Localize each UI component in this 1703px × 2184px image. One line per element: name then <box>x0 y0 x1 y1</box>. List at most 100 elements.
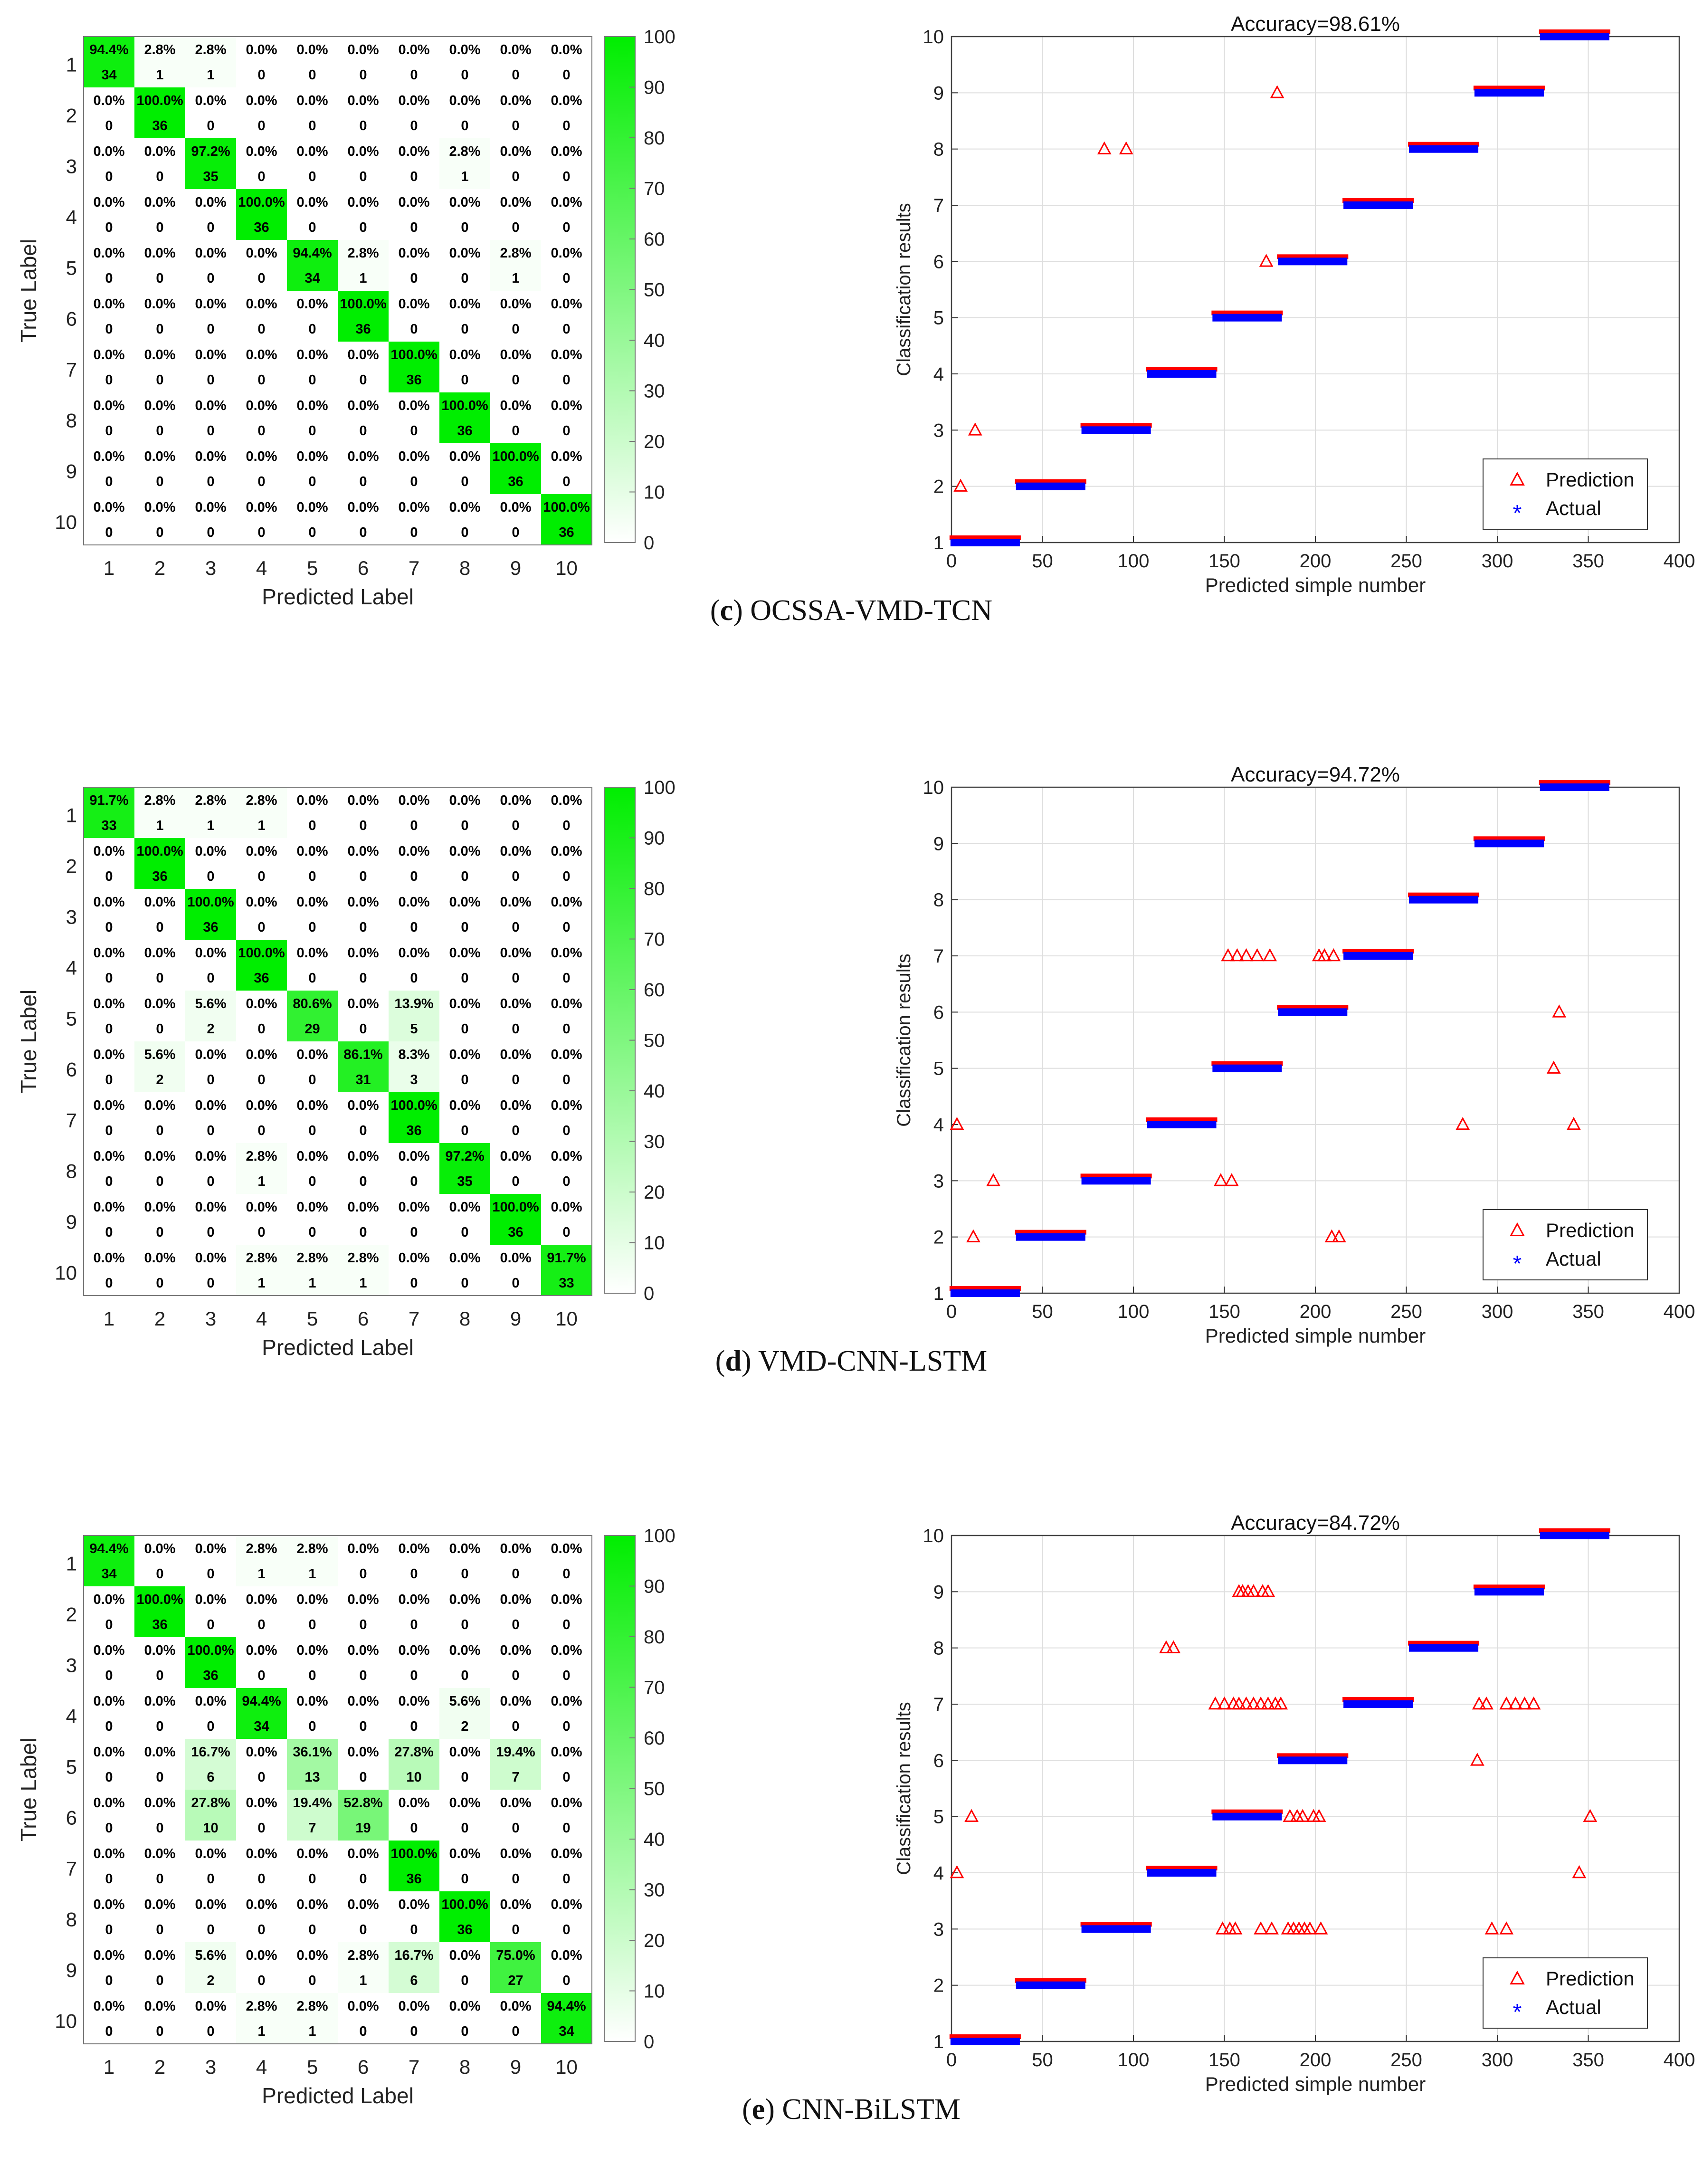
x-tick-label: 350 <box>1572 1301 1604 1322</box>
y-tick-label: 1 <box>933 1283 944 1304</box>
actual-band <box>1081 1177 1151 1185</box>
cm-cell-percent: 0.0% <box>296 93 328 108</box>
cm-cell <box>287 443 338 494</box>
chart-title: Accuracy=84.72% <box>1231 1511 1400 1535</box>
cm-cell-percent: 100.0% <box>187 1643 234 1658</box>
cm-cell <box>439 838 490 889</box>
colorbar-tick: 10 <box>644 482 665 503</box>
cm-cell-percent: 2.8% <box>144 793 175 808</box>
cm-cell-percent: 0.0% <box>449 246 480 261</box>
cm-cell <box>287 37 338 87</box>
cm-cell-percent: 0.0% <box>296 945 328 961</box>
y-axis-label: Classification results <box>894 954 914 1127</box>
prediction-marker <box>1159 1640 1173 1653</box>
cm-cell-percent: 0.0% <box>246 500 277 515</box>
colorbar-tick: 100 <box>644 27 675 48</box>
actual-band <box>1278 1008 1348 1016</box>
cm-cell-percent: 0.0% <box>246 1592 277 1607</box>
cm-cell-percent: 19.4% <box>293 1795 332 1811</box>
cm-cell-count: 0 <box>207 1276 214 1291</box>
confusion-matrix: 94.4%340.0%00.0%02.8%12.8%10.0%00.0%00.0… <box>16 1535 592 2108</box>
cm-cell-percent: 0.0% <box>449 296 480 312</box>
cm-cell <box>541 138 592 189</box>
cm-cell-percent: 0.0% <box>551 1047 582 1062</box>
legend-prediction-label: Prediction <box>1546 1967 1635 1990</box>
cm-cell-percent: 0.0% <box>449 195 480 210</box>
cm-cell-percent: 0.0% <box>398 1897 429 1912</box>
cm-cell-count: 0 <box>207 1174 214 1189</box>
prediction-marker <box>1119 141 1133 154</box>
actual-band <box>1474 1588 1544 1596</box>
cm-cell-percent: 0.0% <box>449 1592 480 1607</box>
cm-cell-percent: 0.0% <box>93 1846 124 1861</box>
cm-cell <box>338 494 389 545</box>
cm-cell-percent: 0.0% <box>398 1592 429 1607</box>
cm-cell-count: 0 <box>410 67 418 83</box>
prediction-band <box>949 535 1021 540</box>
cm-cell-percent: 0.0% <box>296 1846 328 1861</box>
cm-cell <box>338 991 389 1041</box>
cm-cell-percent: 0.0% <box>500 500 531 515</box>
cm-cell-count: 0 <box>105 1225 113 1240</box>
cm-cell <box>389 443 439 494</box>
cm-cell-count: 0 <box>410 1225 418 1240</box>
y-axis-label: Classification results <box>894 1702 914 1875</box>
cm-cell-percent: 0.0% <box>296 1643 328 1658</box>
prediction-marker <box>1263 948 1277 962</box>
cm-cell <box>236 1891 287 1942</box>
x-tick-label: 50 <box>1032 551 1053 572</box>
cm-cell-percent: 0.0% <box>246 246 277 261</box>
cm-cell <box>236 1790 287 1841</box>
cm-cell <box>236 1841 287 1891</box>
prediction-band <box>1539 1528 1610 1533</box>
cm-cell-count: 0 <box>562 920 570 935</box>
cm-cell-percent: 0.0% <box>500 1999 531 2014</box>
cm-cell <box>541 838 592 889</box>
cm-y-tick: 9 <box>66 1959 77 1982</box>
cm-cell-percent: 0.0% <box>195 1250 226 1266</box>
actual-band <box>1343 201 1413 209</box>
cm-cell-count: 1 <box>359 1276 367 1291</box>
cm-cell-percent: 0.0% <box>449 945 480 961</box>
cm-cell-count: 0 <box>410 118 418 134</box>
cm-cell <box>134 189 185 240</box>
prediction-marker <box>1470 1753 1484 1766</box>
cm-cell-percent: 2.8% <box>246 1149 277 1164</box>
cm-cell-percent: 0.0% <box>500 793 531 808</box>
cm-cell <box>185 1841 236 1891</box>
x-tick-label: 150 <box>1208 1301 1240 1322</box>
cm-cell <box>439 991 490 1041</box>
cm-cell-percent: 0.0% <box>246 1948 277 1963</box>
y-tick-label: 5 <box>933 308 944 329</box>
cm-cell-count: 1 <box>156 818 163 833</box>
cm-cell-count: 0 <box>308 1973 316 1988</box>
cm-cell <box>134 494 185 545</box>
cm-cell-count: 0 <box>156 1566 163 1582</box>
cm-x-tick: 8 <box>459 557 470 579</box>
cm-cell-count: 0 <box>105 271 113 286</box>
legend-actual-label: Actual <box>1546 497 1601 519</box>
cm-cell <box>490 1194 541 1245</box>
cm-cell-count: 0 <box>105 1973 113 1988</box>
prediction-marker <box>1324 1229 1339 1242</box>
cm-cell <box>287 291 338 342</box>
cm-cell-count: 0 <box>207 322 214 337</box>
cm-cell-percent: 0.0% <box>398 296 429 312</box>
cm-cell-percent: 100.0% <box>441 398 488 413</box>
cm-cell-percent: 0.0% <box>347 449 379 464</box>
cm-cell <box>439 1245 490 1296</box>
cm-cell-count: 13 <box>304 1770 320 1785</box>
cm-cell-percent: 0.0% <box>144 1846 175 1861</box>
cm-cell-percent: 2.8% <box>296 1541 328 1556</box>
cm-cell-percent: 0.0% <box>347 1897 379 1912</box>
cm-cell-percent: 0.0% <box>144 1541 175 1556</box>
cm-cell-count: 7 <box>512 1770 519 1785</box>
actual-band <box>950 1289 1020 1297</box>
cm-cell-percent: 0.0% <box>551 1846 582 1861</box>
cm-cell <box>389 787 439 838</box>
cm-cell <box>185 1245 236 1296</box>
cm-cell-percent: 100.0% <box>492 449 539 464</box>
cm-cell-percent: 0.0% <box>246 398 277 413</box>
cm-cell <box>389 1739 439 1790</box>
cm-y-tick: 4 <box>66 1705 77 1727</box>
